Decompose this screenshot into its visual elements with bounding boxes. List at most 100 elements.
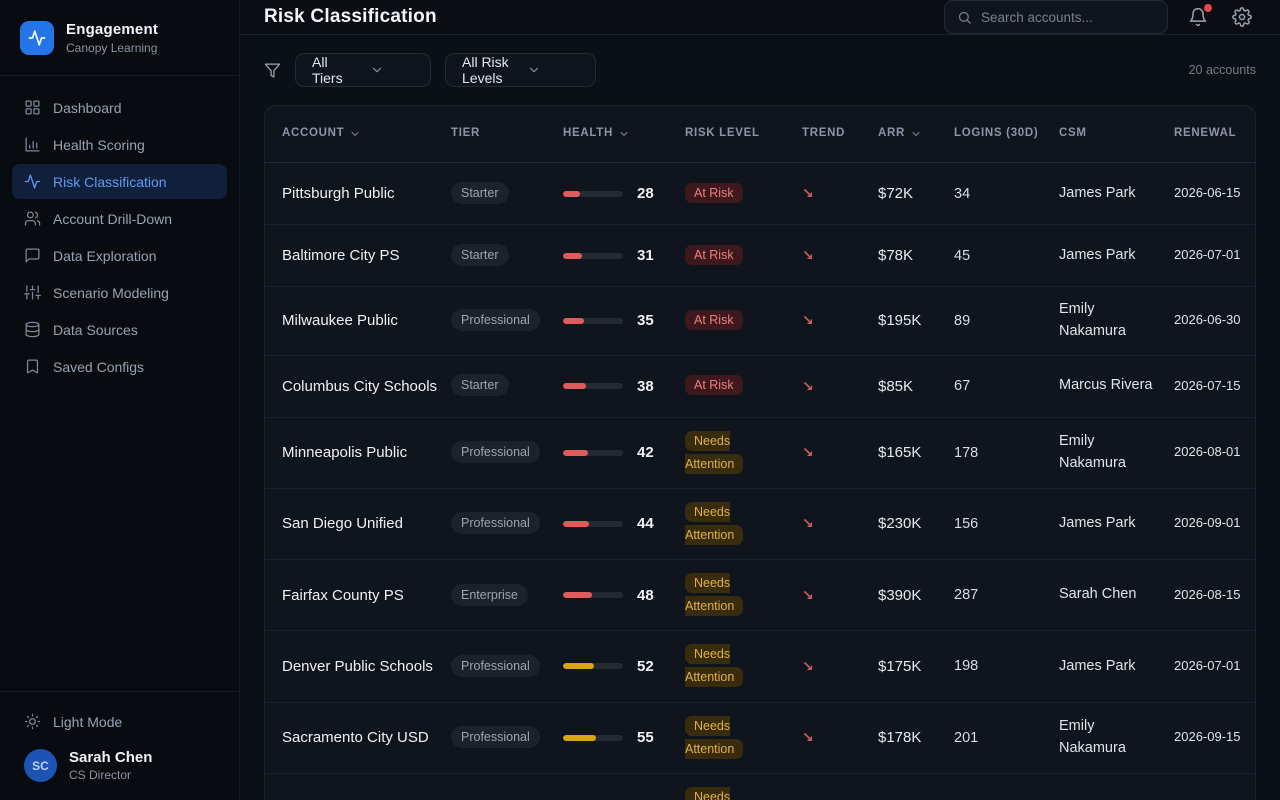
column-header-tier[interactable]: TIER bbox=[451, 127, 480, 140]
tier-badge: Professional bbox=[451, 654, 540, 677]
column-header-risk-level[interactable]: RISK LEVEL bbox=[685, 127, 760, 140]
renewal-date: 2026-08-01 bbox=[1174, 444, 1241, 460]
sidebar-item-label: Data Sources bbox=[53, 321, 138, 338]
tier-badge: Starter bbox=[451, 374, 509, 397]
health-score: 44 bbox=[637, 515, 654, 533]
table-row[interactable]: Columbus City Schools Starter 38 At Risk… bbox=[265, 356, 1255, 418]
health-score: 48 bbox=[637, 586, 654, 604]
health-bar bbox=[563, 592, 623, 599]
sidebar-item-dashboard[interactable]: Dashboard bbox=[12, 90, 227, 125]
sidebar-item-data-sources[interactable]: Data Sources bbox=[12, 312, 227, 347]
health-bar-fill bbox=[563, 520, 590, 527]
table-row[interactable]: Needs Attention bbox=[265, 774, 1255, 800]
tier-badge: Professional bbox=[451, 441, 540, 464]
sliders-icon bbox=[24, 284, 41, 301]
table-row[interactable]: Fairfax County PS Enterprise 48 Needs At… bbox=[265, 560, 1255, 632]
table-row[interactable]: San Diego Unified Professional 44 Needs … bbox=[265, 489, 1255, 560]
user-role: CS Director bbox=[69, 768, 132, 782]
sidebar-item-label: Risk Classification bbox=[53, 173, 167, 190]
account-name: Sacramento City USD bbox=[282, 729, 429, 747]
activity-pulse-icon bbox=[24, 173, 41, 190]
arr-value: $165K bbox=[878, 444, 922, 462]
table-row[interactable]: Milwaukee Public Professional 35 At Risk… bbox=[265, 287, 1255, 356]
table-row[interactable]: Baltimore City PS Starter 31 At Risk ↘ $… bbox=[265, 225, 1255, 287]
logins-value: 67 bbox=[954, 378, 971, 394]
table-row[interactable]: Denver Public Schools Professional 52 Ne… bbox=[265, 631, 1255, 703]
account-name: Columbus City Schools bbox=[282, 377, 438, 395]
sidebar-item-risk-classification[interactable]: Risk Classification bbox=[12, 164, 227, 199]
risk-level-filter-select[interactable]: All Risk Levels bbox=[445, 53, 596, 87]
database-icon bbox=[24, 321, 41, 338]
sidebar: Engagement Canopy Learning Dashboard Hea… bbox=[0, 0, 240, 800]
logins-value: 45 bbox=[954, 247, 971, 264]
sidebar-item-label: Account Drill-Down bbox=[53, 210, 173, 227]
renewal-date: 2026-07-01 bbox=[1174, 247, 1241, 263]
column-header-renewal[interactable]: RENEWAL bbox=[1174, 127, 1237, 140]
account-name: Fairfax County PS bbox=[282, 586, 404, 604]
users-icon bbox=[24, 210, 41, 227]
sort-chevron-icon bbox=[910, 128, 922, 140]
chevron-down-icon bbox=[527, 63, 582, 77]
user-name: Sarah Chen bbox=[69, 749, 153, 766]
renewal-date: 2026-09-15 bbox=[1174, 729, 1241, 745]
health-score: 42 bbox=[637, 444, 654, 462]
arr-value: $78K bbox=[878, 247, 914, 264]
csm-name: James Park bbox=[1059, 184, 1136, 201]
risk-badge: At Risk bbox=[685, 310, 743, 331]
health-score: 31 bbox=[637, 247, 654, 264]
light-mode-label: Light Mode bbox=[53, 713, 123, 730]
notification-dot bbox=[1204, 4, 1212, 12]
table-row[interactable]: Minneapolis Public Professional 42 Needs… bbox=[265, 418, 1255, 489]
dashboard-grid-icon bbox=[24, 99, 41, 116]
sidebar-item-label: Dashboard bbox=[53, 99, 122, 116]
health-bar bbox=[563, 449, 623, 456]
csm-name: James Park bbox=[1059, 246, 1136, 263]
risk-badge: Needs Attention bbox=[685, 573, 744, 617]
column-header-arr[interactable]: ARR bbox=[878, 126, 954, 142]
search-input[interactable] bbox=[981, 9, 1155, 25]
health-bar bbox=[563, 252, 623, 259]
trend-down-icon: ↘ bbox=[802, 515, 814, 532]
health-bar-fill bbox=[563, 190, 580, 197]
activity-pulse-icon bbox=[28, 30, 46, 46]
account-name: Baltimore City PS bbox=[282, 247, 400, 264]
tier-badge: Professional bbox=[451, 512, 540, 535]
health-bar bbox=[563, 317, 623, 324]
arr-value: $85K bbox=[878, 377, 914, 395]
table-row[interactable]: Sacramento City USD Professional 55 Need… bbox=[265, 703, 1255, 774]
sun-icon bbox=[24, 713, 41, 730]
trend-down-icon: ↘ bbox=[802, 444, 814, 461]
settings-button[interactable] bbox=[1228, 3, 1256, 31]
trend-down-icon: ↘ bbox=[802, 247, 814, 263]
column-header-health[interactable]: HEALTH bbox=[563, 126, 685, 142]
sidebar-footer: Light Mode SC Sarah Chen CS Director bbox=[0, 691, 239, 800]
column-header-csm[interactable]: CSM bbox=[1059, 127, 1087, 140]
arr-value: $178K bbox=[878, 729, 922, 747]
csm-name: Emily Nakamura bbox=[1059, 432, 1126, 471]
app-logo bbox=[20, 21, 54, 55]
risk-badge: Needs Attention bbox=[685, 501, 744, 545]
column-header-account[interactable]: ACCOUNT bbox=[282, 126, 451, 142]
csm-name: Marcus Rivera bbox=[1059, 377, 1153, 394]
table-row[interactable]: Pittsburgh Public Starter 28 At Risk ↘ $… bbox=[265, 163, 1255, 225]
sidebar-divider bbox=[0, 75, 239, 76]
sidebar-item-account-drill-down[interactable]: Account Drill-Down bbox=[12, 201, 227, 236]
sidebar-item-health-scoring[interactable]: Health Scoring bbox=[12, 127, 227, 162]
filter-funnel-icon bbox=[264, 62, 281, 79]
sidebar-item-saved-configs[interactable]: Saved Configs bbox=[12, 349, 227, 384]
light-mode-toggle[interactable]: Light Mode bbox=[12, 704, 227, 739]
column-header-logins[interactable]: LOGINS (30D) bbox=[954, 127, 1039, 140]
risk-badge: At Risk bbox=[685, 375, 743, 396]
sidebar-item-data-exploration[interactable]: Data Exploration bbox=[12, 238, 227, 273]
health-bar-fill bbox=[563, 449, 589, 456]
risk-badge: Needs Attention bbox=[685, 786, 744, 800]
notifications-button[interactable] bbox=[1184, 3, 1212, 31]
sidebar-item-scenario-modeling[interactable]: Scenario Modeling bbox=[12, 275, 227, 310]
column-header-trend[interactable]: TREND bbox=[802, 127, 846, 140]
renewal-date: 2026-08-15 bbox=[1174, 586, 1241, 602]
tier-badge: Professional bbox=[451, 726, 540, 749]
health-bar bbox=[563, 520, 623, 527]
health-score: 28 bbox=[637, 185, 654, 202]
csm-name: Sarah Chen bbox=[1059, 586, 1137, 603]
tier-filter-select[interactable]: All Tiers bbox=[295, 53, 431, 87]
